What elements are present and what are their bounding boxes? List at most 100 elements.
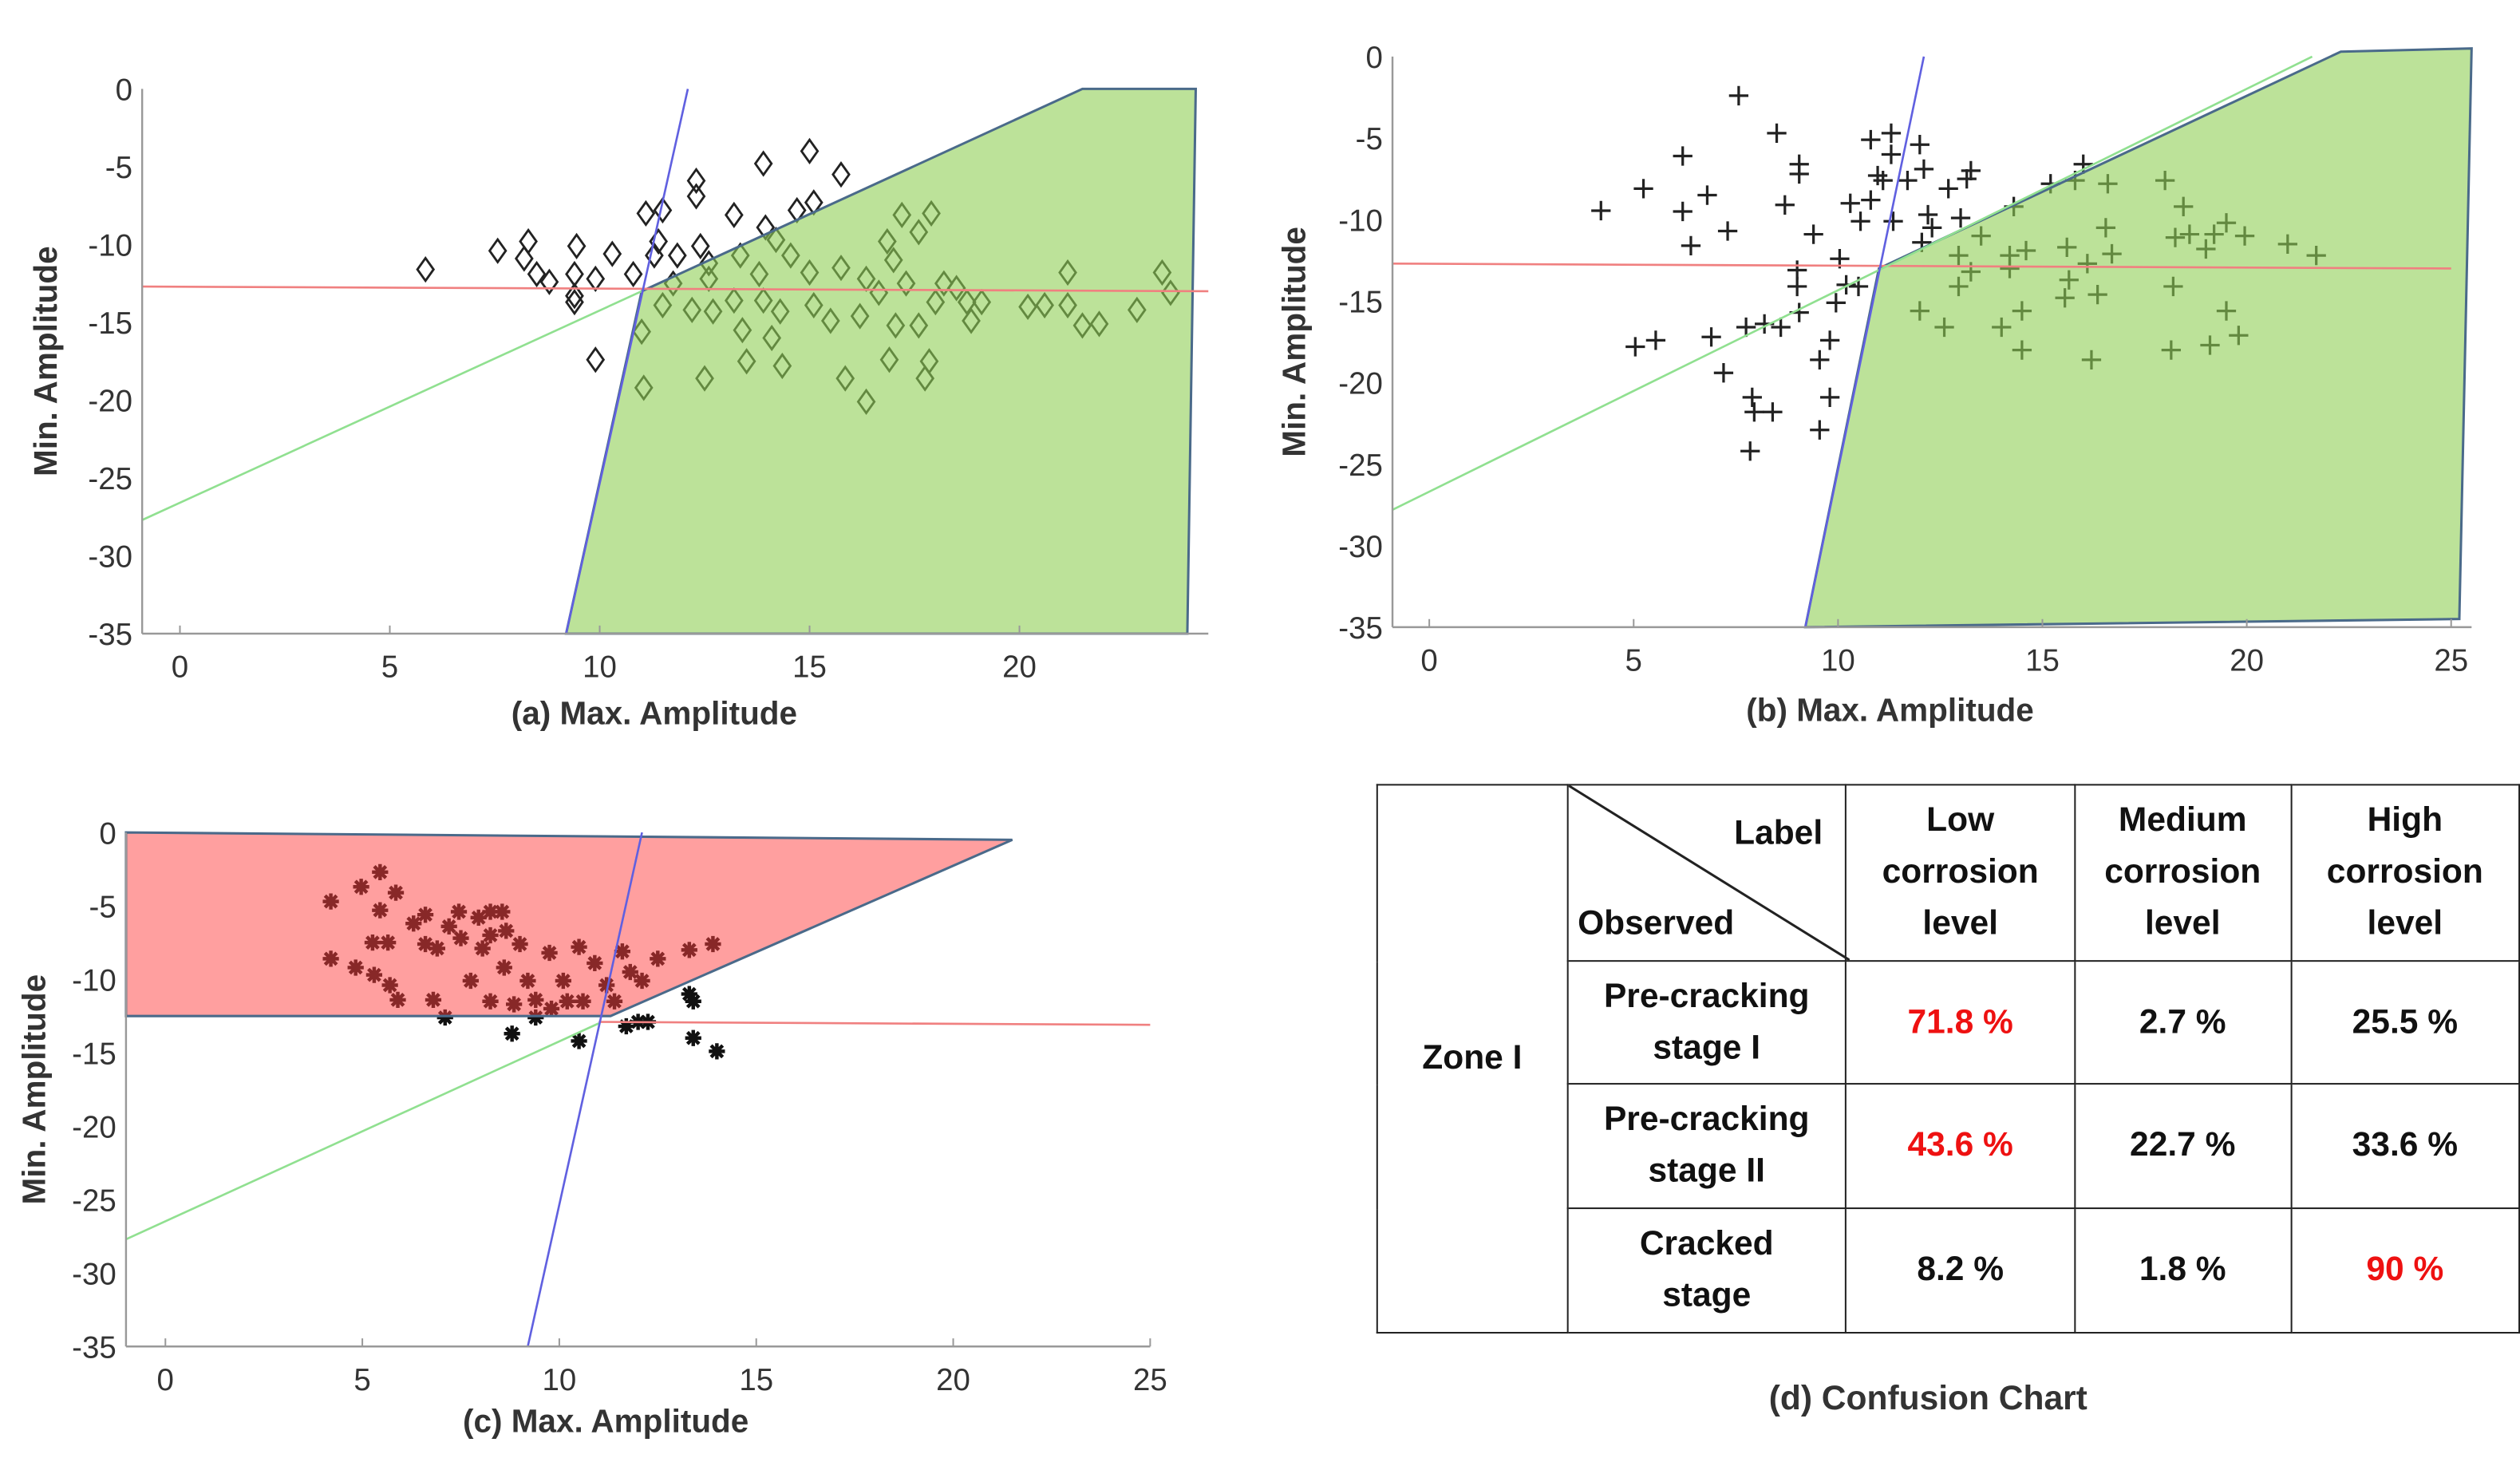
diamond-marker bbox=[602, 240, 622, 267]
plus-marker bbox=[1881, 144, 1902, 164]
corner-observed: Observed bbox=[1578, 905, 1735, 942]
x-tick-label: 20 bbox=[1002, 650, 1037, 685]
plus-marker bbox=[1910, 135, 1929, 155]
classification-region bbox=[564, 87, 1198, 635]
y-tick-label: -25 bbox=[1338, 448, 1383, 483]
diamond-marker bbox=[667, 242, 687, 269]
boundary-line bbox=[141, 290, 642, 521]
plus-marker bbox=[1922, 218, 1942, 238]
y-tick-label: -30 bbox=[1338, 530, 1383, 564]
column-header-low: Low corrosion level bbox=[1845, 784, 2076, 962]
x-tick-label: 15 bbox=[792, 650, 827, 685]
y-tick-label: -25 bbox=[72, 1183, 117, 1218]
cell-value: 33.6 % bbox=[2289, 1083, 2520, 1210]
plus-marker bbox=[1633, 179, 1653, 199]
x-tick-label: 20 bbox=[936, 1363, 970, 1397]
cell-value: 8.2 % bbox=[1845, 1207, 2076, 1334]
diamond-marker bbox=[653, 196, 673, 224]
diagonal-divider bbox=[1567, 785, 1850, 961]
plus-marker bbox=[1673, 201, 1693, 222]
table-row: Pre-cracking stage II 43.6 % 22.7 % 33.6… bbox=[1377, 1083, 2520, 1210]
plus-marker bbox=[1898, 170, 1918, 191]
plus-marker bbox=[1744, 402, 1764, 422]
x-tick-label: 0 bbox=[1420, 644, 1437, 678]
x-tick-label: 0 bbox=[157, 1363, 174, 1397]
table-row: Pre-cracking stage I 71.8 % 2.7 % 25.5 % bbox=[1377, 960, 2520, 1085]
diamond-marker bbox=[488, 237, 508, 264]
row-label: Cracked stage bbox=[1566, 1207, 1847, 1334]
zone-cell: Zone I bbox=[1376, 784, 1568, 1334]
plus-marker bbox=[1881, 123, 1902, 144]
plus-marker bbox=[1819, 387, 1840, 408]
diamond-marker bbox=[527, 260, 547, 288]
plus-marker bbox=[1961, 160, 1981, 181]
asterisk-marker bbox=[436, 1009, 453, 1026]
x-tick-label: 5 bbox=[381, 650, 398, 685]
x-tick-label: 10 bbox=[583, 650, 617, 685]
x-tick-label: 5 bbox=[1625, 644, 1642, 678]
diamond-marker bbox=[623, 260, 643, 288]
plus-marker bbox=[1591, 200, 1611, 221]
y-axis-label: Min. Amplitude bbox=[16, 974, 53, 1205]
x-tick-label: 15 bbox=[2025, 644, 2060, 678]
x-tick-label: 10 bbox=[1821, 644, 1855, 678]
x-tick-label: 10 bbox=[543, 1363, 577, 1397]
boundary-line bbox=[142, 285, 1209, 293]
cell-value: 90 % bbox=[2289, 1207, 2520, 1334]
plus-marker bbox=[1819, 330, 1840, 350]
x-tick-label: 0 bbox=[172, 650, 188, 685]
plus-marker bbox=[1713, 363, 1734, 383]
diamond-marker bbox=[567, 232, 587, 259]
diamond-marker bbox=[539, 268, 559, 295]
column-header-medium: Medium corrosion level bbox=[2073, 784, 2292, 962]
boundary-line bbox=[1392, 55, 2313, 511]
plus-marker bbox=[1918, 204, 1938, 225]
cell-value: 71.8 % bbox=[1845, 960, 2076, 1085]
table-row: Cracked stage 8.2 % 1.8 % 90 % bbox=[1377, 1207, 2520, 1334]
y-tick-label: 0 bbox=[1365, 41, 1382, 75]
plus-marker bbox=[1767, 123, 1787, 144]
x-tick-label: 15 bbox=[739, 1363, 773, 1397]
boundary-line bbox=[1392, 263, 2451, 270]
plus-marker bbox=[1957, 168, 1977, 189]
y-tick-label: -35 bbox=[1338, 611, 1383, 646]
y-tick-label: -10 bbox=[88, 229, 132, 263]
y-tick-label: -5 bbox=[105, 151, 132, 185]
classification-region bbox=[1803, 47, 2473, 629]
diamond-marker bbox=[724, 201, 744, 228]
y-tick-label: -35 bbox=[88, 618, 132, 652]
plus-marker bbox=[1826, 293, 1846, 313]
plot-c: 0 -5 -10 -15 -20 -25 -30 -35 0 5 10 15 20 25 Min. Ampl… bbox=[16, 816, 1167, 1439]
diamond-marker bbox=[800, 137, 820, 165]
plus-marker bbox=[1645, 330, 1666, 350]
corner-cell: Label Observed bbox=[1566, 784, 1850, 962]
plus-marker bbox=[1840, 193, 1860, 213]
plot-b: 0 -5 -10 -15 -20 -25 -30 -35 0 5 10 15 20 25 Min. Ampl… bbox=[1276, 41, 2473, 728]
x-tick-label: 25 bbox=[2434, 644, 2468, 678]
diamond-marker bbox=[686, 167, 706, 195]
plus-marker bbox=[1810, 350, 1830, 370]
y-tick-label: -20 bbox=[72, 1110, 117, 1144]
diamond-marker bbox=[416, 256, 436, 283]
plus-marker bbox=[1883, 211, 1903, 231]
row-label: Pre-cracking stage II bbox=[1566, 1083, 1847, 1210]
y-tick-label: -20 bbox=[1338, 367, 1383, 401]
plus-marker bbox=[1836, 275, 1856, 295]
diamond-marker bbox=[636, 200, 656, 227]
plus-marker bbox=[1763, 402, 1783, 422]
asterisk-marker bbox=[681, 986, 697, 1002]
boundary-line bbox=[527, 832, 643, 1347]
plus-marker bbox=[1787, 260, 1807, 280]
plus-marker bbox=[1803, 224, 1823, 244]
plus-marker bbox=[1787, 276, 1807, 297]
plus-marker bbox=[1775, 195, 1795, 215]
diamond-marker bbox=[831, 161, 851, 188]
y-tick-label: -25 bbox=[88, 462, 132, 496]
plus-marker bbox=[1789, 164, 1809, 184]
y-axis-label: Min. Amplitude bbox=[1276, 227, 1313, 457]
y-tick-label: -30 bbox=[72, 1257, 117, 1291]
corner-label: Label bbox=[1734, 814, 1823, 852]
plus-marker bbox=[1861, 129, 1881, 150]
plus-marker bbox=[1717, 221, 1738, 241]
